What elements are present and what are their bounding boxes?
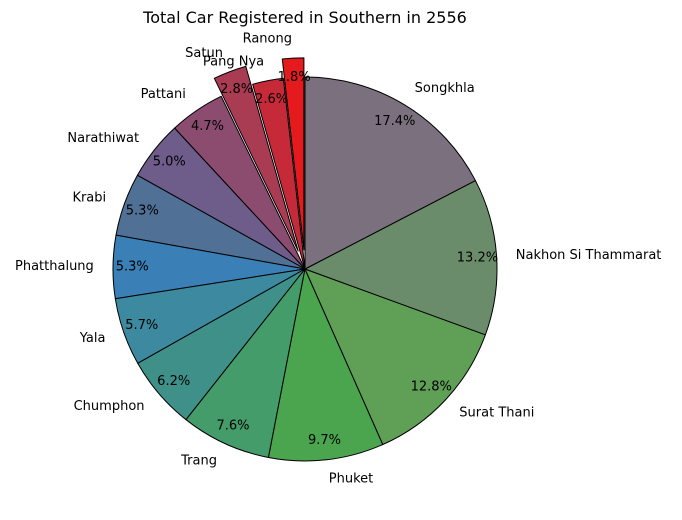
label-nakhon-si-thammarat: Nakhon Si Thammarat <box>516 248 662 263</box>
pct-trang: 7.6% <box>216 419 249 434</box>
pct-narathiwat: 5.0% <box>153 155 186 170</box>
label-pattani: Pattani <box>141 87 186 102</box>
pct-phatthalung: 5.3% <box>116 260 149 275</box>
slice-nakhon-si-thammarat <box>304 180 498 336</box>
pct-nakhon-si-thammarat: 13.2% <box>457 250 498 265</box>
slice-pang-nya <box>252 77 306 270</box>
slice-songkhla <box>304 76 476 270</box>
slice-phuket <box>267 268 384 462</box>
label-pang-nya: Pang Nya <box>203 54 264 69</box>
slice-ranong <box>281 57 305 251</box>
label-surat-thani: Surat Thani <box>459 406 534 421</box>
chart-title: Total Car Registered in Southern in 2556 <box>142 8 467 27</box>
label-phuket: Phuket <box>329 471 373 486</box>
pct-satun: 2.8% <box>220 82 253 97</box>
slice-satun <box>213 65 299 252</box>
label-chumphon: Chumphon <box>74 399 145 414</box>
label-ranong: Ranong <box>243 31 292 46</box>
pct-chumphon: 6.2% <box>157 374 190 389</box>
label-satun: Satun <box>185 46 223 61</box>
label-narathiwat: Narathiwat <box>67 131 139 146</box>
label-trang: Trang <box>180 453 217 468</box>
label-krabi: Krabi <box>72 190 106 205</box>
pct-songkhla: 17.4% <box>374 114 415 129</box>
pct-ranong: 1.8% <box>278 70 311 85</box>
pct-pang-nya: 2.6% <box>255 92 288 107</box>
pie-labels: Ranong 1.8% Pang Nya 2.6% Satun 2.8% Pattani 4.… <box>15 31 661 486</box>
label-phatthalung: Phatthalung <box>15 259 94 274</box>
pct-pattani: 4.7% <box>191 119 224 134</box>
pct-phuket: 9.7% <box>308 433 341 448</box>
pct-krabi: 5.3% <box>126 203 159 218</box>
pct-yala: 5.7% <box>125 318 158 333</box>
pct-surat-thani: 12.8% <box>411 379 452 394</box>
slice-surat-thani <box>304 268 486 446</box>
pie-slices <box>112 57 498 462</box>
label-songkhla: Songkhla <box>415 81 475 96</box>
label-yala: Yala <box>79 331 106 346</box>
